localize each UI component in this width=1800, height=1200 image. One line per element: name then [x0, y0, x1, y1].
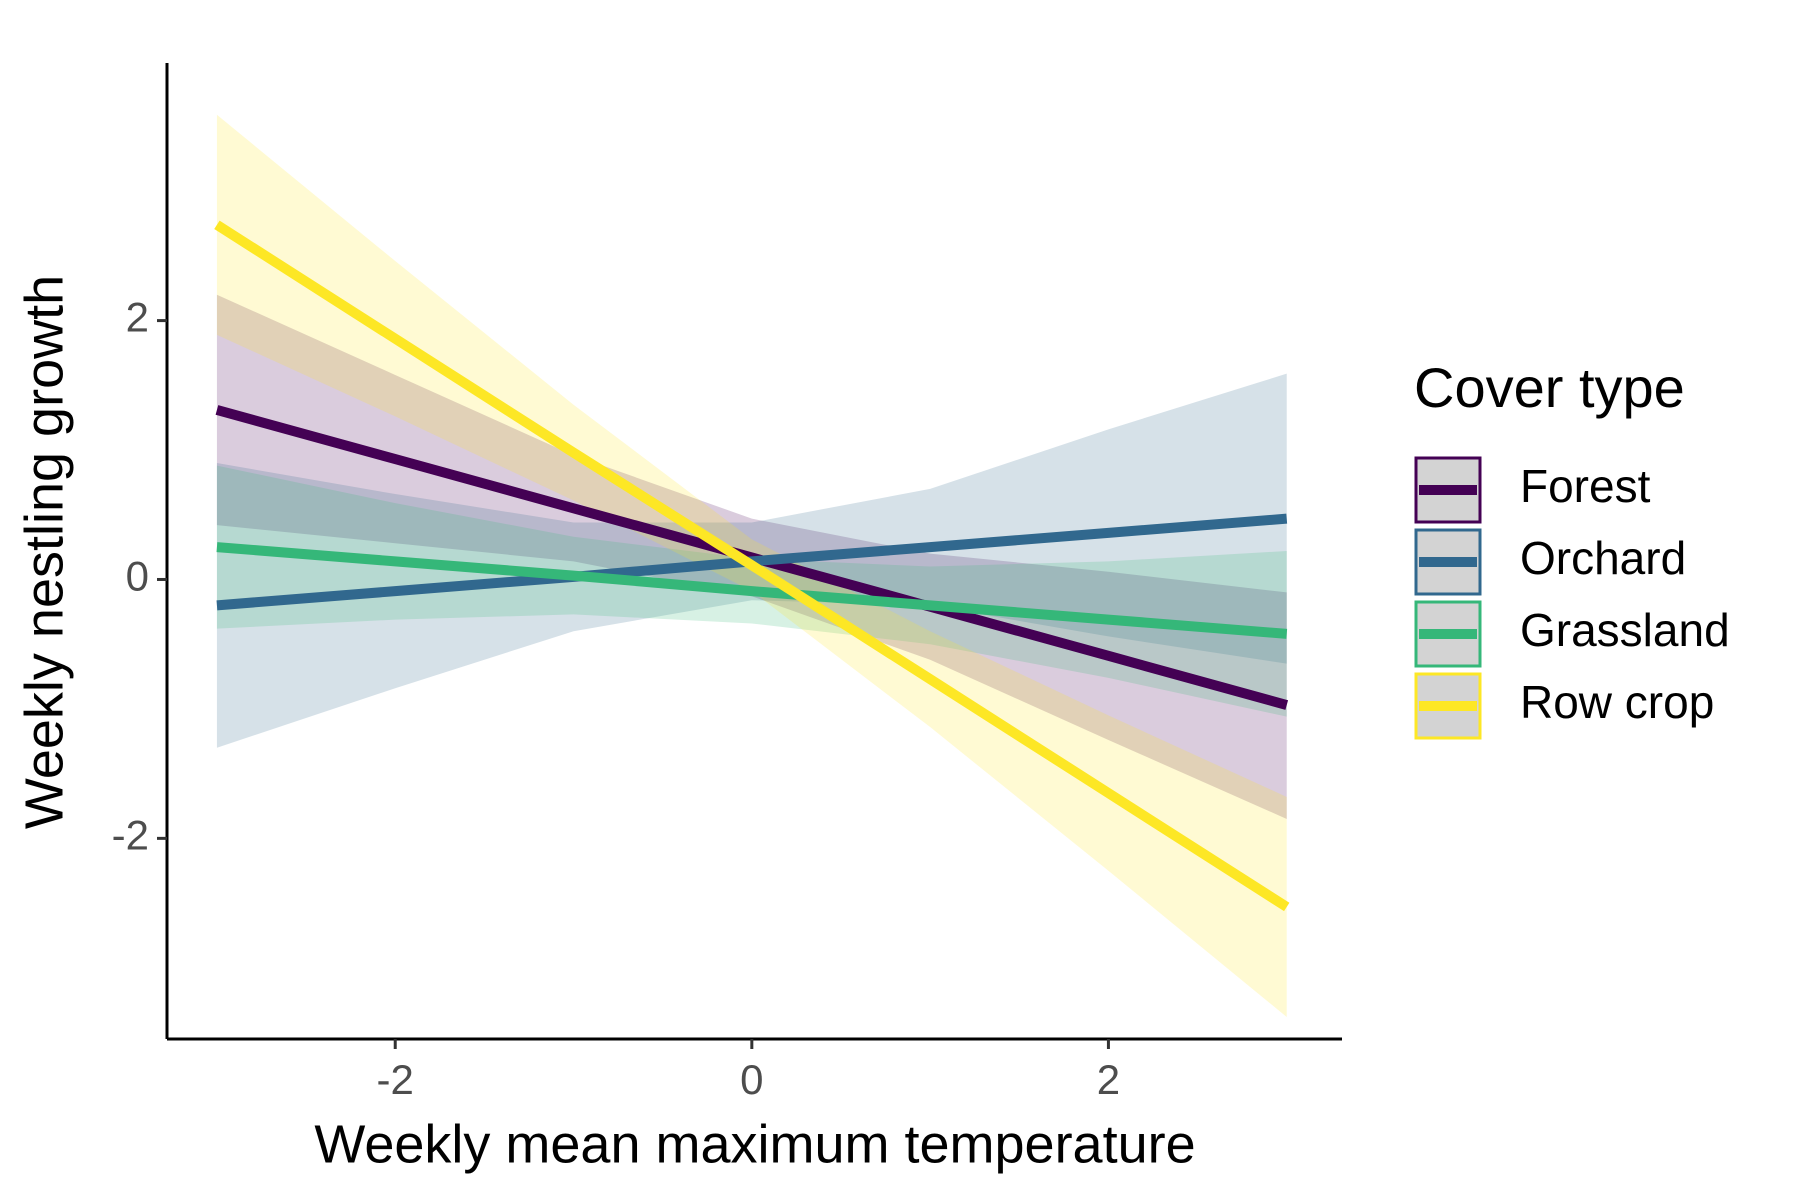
x-tick-label: 2 [1097, 1056, 1120, 1103]
x-axis-title: Weekly mean maximum temperature [314, 1114, 1195, 1174]
x-tick-label: -2 [377, 1056, 414, 1103]
y-tick-label: 0 [126, 553, 149, 600]
legend-label: Row crop [1520, 676, 1714, 728]
y-axis-title: Weekly nestling growth [14, 275, 74, 829]
legend-title: Cover type [1414, 356, 1685, 419]
legend-label: Orchard [1520, 532, 1686, 584]
y-tick-label: 2 [126, 294, 149, 341]
y-tick-label: -2 [112, 811, 149, 858]
trend-line [216, 542, 1288, 639]
legend-label: Forest [1520, 460, 1651, 512]
x-tick-label: 0 [740, 1056, 763, 1103]
legend-label: Grassland [1520, 604, 1730, 656]
trend-line [214, 220, 1290, 912]
